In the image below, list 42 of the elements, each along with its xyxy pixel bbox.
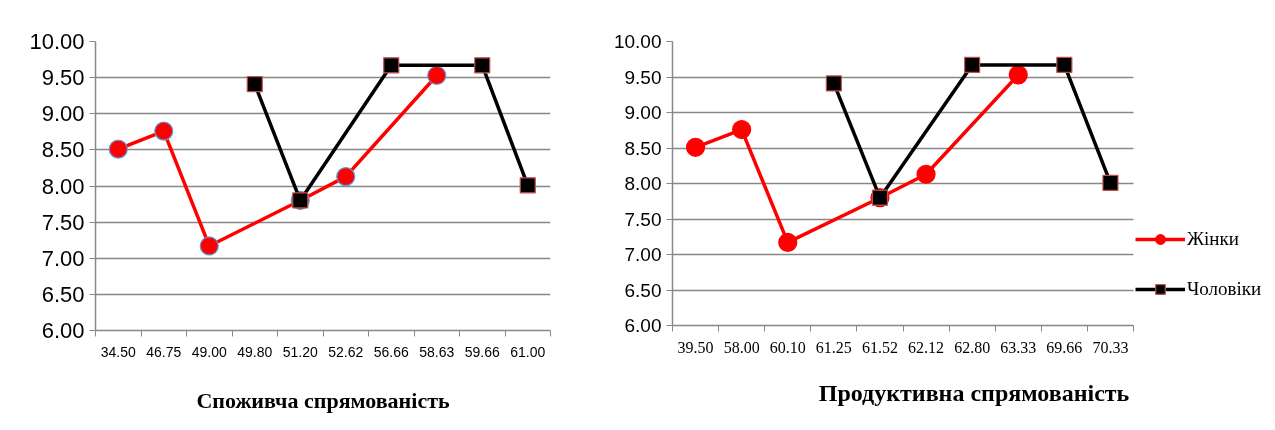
y-tick-label: 8.50	[41, 137, 85, 163]
text: Споживча спрямованість	[196, 387, 450, 413]
legend-label: Чоловіки	[1187, 278, 1262, 300]
x-tick-label: 62.80	[954, 338, 991, 356]
y-tick-label: 10.00	[29, 29, 85, 54]
legend-label: Жінки	[1187, 228, 1239, 250]
y-tick-label: 8.00	[624, 173, 662, 194]
y-tick-label: 7.50	[624, 208, 662, 230]
y-tick-label: 9.00	[41, 101, 85, 127]
x-tick-label: 34.50	[100, 343, 136, 360]
text: Продуктивна спрямованість	[818, 380, 1130, 406]
y-tick-label: 6.50	[41, 281, 85, 307]
y-tick-label: 8.00	[41, 173, 85, 199]
x-tick-label: 56.66	[373, 343, 409, 360]
y-tick-label: 10.00	[613, 31, 662, 52]
y-tick-label: 9.50	[624, 66, 662, 88]
y-tick-label: 9.00	[624, 102, 662, 123]
x-tick-label: 69.66	[1046, 338, 1083, 356]
y-tick-label: 9.50	[41, 65, 85, 91]
x-tick-label: 49.00	[191, 343, 227, 360]
x-tick-label: 61.00	[510, 343, 546, 360]
x-tick-label: 70.33	[1092, 338, 1129, 356]
y-tick-label: 7.00	[41, 245, 85, 271]
x-tick-label: 58.63	[419, 343, 455, 360]
y-tick-label: 6.00	[624, 315, 662, 336]
y-tick-label: 7.50	[41, 209, 85, 235]
x-tick-label: 62.12	[908, 338, 945, 356]
y-tick-label: 8.50	[624, 137, 662, 159]
x-tick-label: 52.62	[328, 343, 364, 360]
x-tick-label: 61.25	[815, 338, 852, 356]
y-tick-label: 7.00	[624, 244, 662, 265]
x-tick-label: 39.50	[677, 338, 714, 356]
x-tick-label: 46.75	[146, 343, 182, 360]
y-tick-label: 6.50	[624, 279, 662, 301]
x-tick-label: 60.10	[769, 338, 806, 356]
x-tick-label: 61.52	[861, 338, 898, 356]
y-tick-label: 6.00	[41, 318, 85, 343]
x-tick-label: 59.66	[464, 343, 500, 360]
x-tick-label: 49.80	[237, 343, 273, 360]
x-tick-label: 51.20	[282, 343, 318, 360]
x-tick-label: 63.33	[1000, 338, 1037, 356]
x-tick-label: 58.00	[723, 338, 760, 356]
